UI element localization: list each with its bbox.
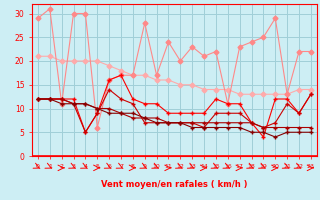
X-axis label: Vent moyen/en rafales ( km/h ): Vent moyen/en rafales ( km/h ) bbox=[101, 180, 248, 189]
